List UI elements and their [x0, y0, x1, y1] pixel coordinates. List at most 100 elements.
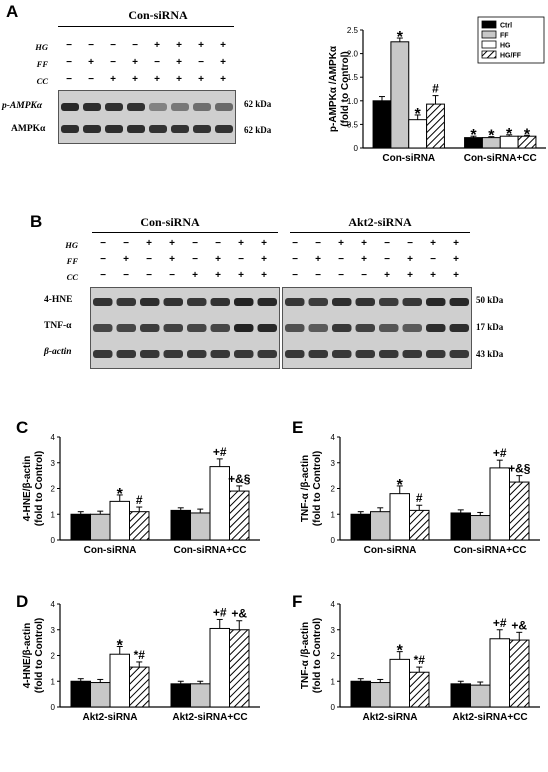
blotA-band-1-4: [127, 103, 145, 111]
panel-a-sign-ff-3: −: [110, 57, 116, 68]
chart-d-bar-1-hg-ff: [129, 666, 150, 708]
blot-row-label-tnf: TNF-α: [44, 321, 72, 331]
legend-label-hg-ff: HG/FF: [500, 53, 522, 60]
blotB1-band-1-6: [210, 298, 230, 306]
blotB1-band-1-4: [163, 298, 183, 306]
panel-b-con-sign-cc-5: +: [192, 270, 198, 281]
chart-c-bar-1-ctrl: [70, 513, 91, 541]
panel-b-akt2-sign-ff-4: +: [361, 254, 367, 265]
panel-b-title-underline-con: [92, 232, 278, 233]
panel-a-label-cc: CC: [36, 76, 48, 86]
blotB1-band-1-1: [93, 298, 113, 306]
chart-e-ylabel-line-2: (fold to Control): [312, 451, 323, 527]
chart-e-ylabel-line-1: TNF-α /β-actin: [300, 455, 311, 522]
panel-b-con-sign-cc-7: +: [238, 270, 244, 281]
panel-b-akt2-sign-hg-8: +: [453, 238, 459, 249]
chart-e-bar-1-hg: [389, 493, 410, 541]
chart-c-ytick-label-4: 4: [51, 433, 56, 442]
blotB1-band-1-2: [116, 298, 136, 306]
chart-a-bar-1-ctrl: [372, 100, 392, 149]
panel-b-blot-image-con: [90, 287, 280, 369]
blotB1-band-3-6: [210, 350, 230, 358]
chart-f-bar-1-ctrl: [350, 680, 371, 708]
panel-b-con-sign-hg-5: −: [192, 238, 198, 249]
panel-b-akt2-sign-ff-2: +: [315, 254, 321, 265]
panel-a-kda-1: 62 kDa: [244, 99, 272, 109]
chart-d-ylabel-line-2: (fold to Control): [34, 618, 45, 694]
blotA-band-1-6: [171, 103, 189, 111]
chart-f-annot-1-4: *#: [414, 653, 426, 667]
panel-a-sign-hg-5: +: [154, 40, 160, 51]
blotB1-band-2-2: [116, 324, 136, 332]
panel-a-sign-ff-2: +: [88, 57, 94, 68]
chart-d-ytick-label-2: 2: [51, 652, 56, 661]
blotA-band-2-2: [83, 125, 101, 133]
chart-e-annot-1-3: *: [397, 477, 404, 494]
panel-a-blot-title: Con-siRNA: [128, 8, 188, 22]
panel-b-akt2-sign-hg-3: +: [338, 238, 344, 249]
panel-a-label-hg: HG: [35, 42, 48, 52]
panel-a-sign-hg-1: −: [66, 40, 72, 51]
chart-a-ytick-label-3: 1.5: [347, 73, 359, 82]
chart-e-bar-2-hg: [489, 467, 510, 541]
blotB2-band-2-6: [402, 324, 422, 332]
chart-e-bar-2-hg-ff: [509, 481, 530, 541]
panel-a-sign-cc-3: +: [110, 74, 116, 85]
chart-a-annot-2-1: *: [470, 127, 477, 144]
chart-e-annot-2-4: +&§: [508, 462, 531, 476]
chart-d-category-2: Akt2-siRNA+CC: [172, 712, 247, 723]
blotB2-band-3-2: [308, 350, 328, 358]
panel-b-akt2-sign-hg-7: +: [430, 238, 436, 249]
chart-d-ytick-label-1: 1: [51, 677, 56, 686]
panel-b-akt2-sign-cc-8: +: [453, 270, 459, 281]
chart-f-annot-2-3: +#: [493, 616, 507, 630]
panel-letter-e: E: [292, 418, 304, 437]
chart-d-annot-2-4: +&: [231, 607, 247, 621]
chart-e-bar-1-ctrl: [350, 513, 371, 541]
chart-c-category-2: Con-siRNA+CC: [173, 545, 246, 556]
chart-c-annot-1-3: *: [117, 486, 124, 503]
chart-e-ytick-label-2: 2: [331, 485, 336, 494]
blotB1-band-3-5: [187, 350, 207, 358]
blotB2-band-2-7: [426, 324, 446, 332]
blotA-band-2-8: [215, 125, 233, 133]
chart-a-ytick-label-5: 2.5: [347, 26, 359, 35]
legend-label-hg: HG: [500, 43, 511, 50]
blotA-band-2-3: [105, 125, 123, 133]
panel-b-kda-1: 50 kDa: [476, 295, 504, 305]
chart-f-annot-1-3: *: [397, 643, 404, 660]
chart-a-legend: Ctrl FF HG HG/FF: [477, 16, 545, 64]
panel-a-sign-cc-5: +: [154, 74, 160, 85]
panel-a-sign-hg-6: +: [176, 40, 182, 51]
panel-a-sign-ff-8: +: [220, 57, 226, 68]
chart-a-bar-1-ff: [390, 41, 410, 149]
panel-b-con-sign-cc-4: −: [169, 270, 175, 281]
blotB2-band-1-5: [379, 298, 399, 306]
blotB1-band-3-2: [116, 350, 136, 358]
panel-b-con-sign-ff-2: +: [123, 254, 129, 265]
blotB2-band-3-1: [285, 350, 305, 358]
blotA-band-2-1: [61, 125, 79, 133]
blotB2-band-3-8: [449, 350, 469, 358]
chart-c-ylabel-line-2: (fold to Control): [34, 451, 45, 527]
panel-b-akt2-sign-ff-3: −: [338, 254, 344, 265]
panel-a-sign-cc-2: −: [88, 74, 94, 85]
chart-f-bar-1-hg: [389, 658, 410, 708]
blotA-band-1-7: [193, 103, 211, 111]
blotB1-band-1-3: [140, 298, 160, 306]
panel-a-sign-ff-5: −: [154, 57, 160, 68]
legend-swatch-ctrl: [481, 20, 497, 29]
panel-b-blot-title-akt2: Akt2-siRNA: [348, 215, 412, 229]
panel-b-akt2-sign-ff-7: −: [430, 254, 436, 265]
blotB1-band-3-1: [93, 350, 113, 358]
panel-b-con-sign-ff-5: −: [192, 254, 198, 265]
chart-d-annot-2-3: +#: [213, 605, 227, 619]
legend-label-ff: FF: [500, 33, 509, 40]
panel-b-akt2-sign-hg-1: −: [292, 238, 298, 249]
chart-f-bar-1-hg-ff: [409, 671, 430, 708]
chart-a-annot-2-3: *: [506, 126, 513, 143]
panel-b-con-sign-ff-7: −: [238, 254, 244, 265]
panel-b-akt2-sign-cc-7: +: [430, 270, 436, 281]
panel-a-sign-ff-7: −: [198, 57, 204, 68]
